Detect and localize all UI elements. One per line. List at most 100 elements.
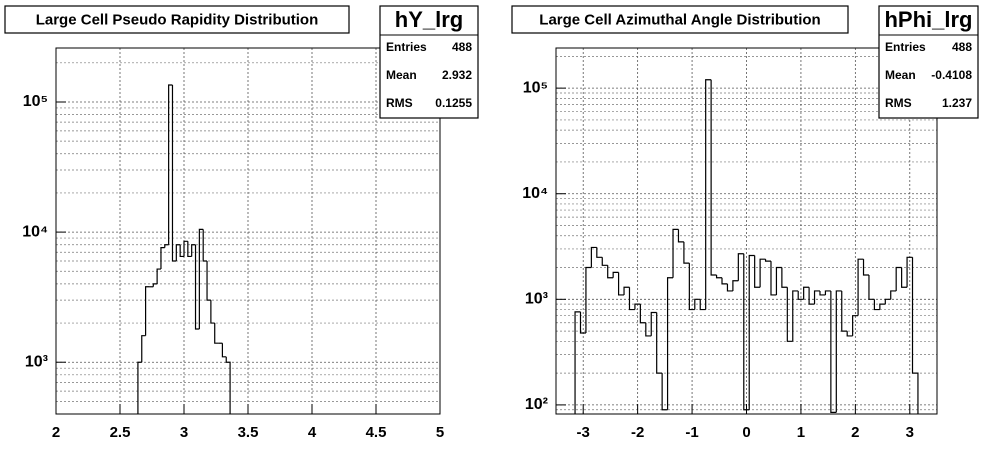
- stats-value: 0.1255: [435, 96, 472, 110]
- histogram-bin: [171, 85, 177, 262]
- x-tick-label: 4.5: [366, 424, 387, 441]
- x-tick-label: -1: [685, 424, 698, 441]
- y-tick-label: 10²: [525, 396, 548, 413]
- histogram-bin: [890, 290, 897, 300]
- histogram-bin: [797, 290, 804, 300]
- histogram-bin: [639, 304, 646, 324]
- histogram-bin: [732, 280, 739, 291]
- histogram-bin: [666, 277, 674, 410]
- histogram-bin: [160, 247, 165, 270]
- histogram-bin: [683, 241, 690, 264]
- x-tick-label: 2.5: [110, 424, 131, 441]
- histogram-bin: [596, 247, 603, 258]
- histogram-bin: [862, 259, 869, 276]
- histogram-bin: [214, 323, 219, 344]
- histogram-bin: [879, 303, 886, 310]
- histogram-bin: [813, 290, 820, 305]
- histogram-bin: [715, 274, 723, 279]
- stats-value: 1.237: [942, 96, 972, 110]
- histogram-bin: [846, 331, 853, 337]
- histogram-bin: [650, 311, 657, 336]
- histogram-bin: [688, 263, 695, 311]
- histogram-bin: [873, 299, 880, 311]
- histogram-bin: [824, 290, 831, 295]
- histogram-bin: [705, 79, 712, 310]
- histogram-bin: [737, 253, 744, 281]
- histogram-bin: [852, 315, 859, 336]
- histogram-bin: [699, 299, 706, 311]
- histogram-bin: [612, 271, 619, 278]
- histogram-bin: [617, 272, 625, 296]
- chart-title: Large Cell Pseudo Rapidity Distribution: [36, 11, 319, 28]
- stats-label: Entries: [885, 40, 926, 54]
- stats-label: Mean: [386, 68, 417, 82]
- stats-box: [878, 5, 979, 119]
- histogram-bin: [857, 258, 864, 316]
- histogram-bin: [156, 268, 161, 284]
- stats-label: Entries: [386, 40, 427, 54]
- x-tick-label: 0: [742, 424, 750, 441]
- stats-name: hY_lrg: [395, 7, 463, 32]
- histogram-bin: [895, 266, 902, 291]
- histogram-bin: [906, 256, 913, 288]
- title-box: [511, 5, 849, 34]
- histogram-bin: [661, 373, 668, 411]
- x-tick-label: 2: [52, 424, 60, 441]
- histogram-bin: [175, 244, 181, 261]
- chart-title: Large Cell Azimuthal Angle Distribution: [539, 11, 820, 28]
- histogram-bin: [164, 244, 169, 248]
- stats-name: hPhi_lrg: [884, 7, 972, 32]
- y-tick-label: 10³: [25, 353, 48, 370]
- histogram-bin: [672, 228, 679, 278]
- histogram-bin: [585, 266, 592, 333]
- histogram-bin: [210, 300, 215, 324]
- histogram-bin: [634, 303, 641, 310]
- histogram-bin: [137, 361, 142, 414]
- histogram-bin: [835, 290, 842, 413]
- stats-value: 488: [952, 40, 972, 54]
- histogram-bin: [808, 287, 815, 305]
- histogram-bin: [206, 260, 211, 301]
- stats-label: RMS: [386, 96, 413, 110]
- histogram-bin: [721, 277, 728, 285]
- histogram-bin: [579, 311, 586, 334]
- histogram-bin: [754, 255, 761, 288]
- x-tick-label: 3: [906, 424, 914, 441]
- stats-label: Mean: [885, 68, 916, 82]
- histogram-bin: [590, 246, 597, 268]
- histogram-bin: [775, 266, 782, 295]
- histogram-bin: [819, 290, 826, 296]
- histogram-bin: [868, 274, 875, 300]
- histogram-bin: [225, 356, 231, 414]
- histogram-bin: [841, 290, 848, 332]
- plot-frame-border: [55, 47, 441, 415]
- histogram-bin: [884, 298, 891, 305]
- histogram-bin: [601, 257, 608, 266]
- stats-value: 488: [452, 40, 472, 54]
- histogram-bin: [803, 286, 810, 300]
- x-tick-label: 4: [308, 424, 317, 441]
- stats-label: RMS: [885, 96, 912, 110]
- x-tick-label: 2: [851, 424, 859, 441]
- y-tick-label: 10⁵: [523, 79, 548, 96]
- histogram-bin: [726, 283, 733, 292]
- histogram-bin: [792, 290, 799, 342]
- histogram: [137, 84, 231, 414]
- histogram-bin: [221, 343, 227, 358]
- x-tick-label: 3: [180, 424, 188, 441]
- x-tick-label: 5: [436, 424, 444, 441]
- histogram-bin: [607, 265, 614, 279]
- histogram-bin: [830, 290, 837, 413]
- x-tick-label: 3.5: [238, 424, 259, 441]
- histogram-bin: [187, 241, 192, 258]
- histogram-bin: [623, 286, 630, 295]
- histogram-bin: [179, 244, 184, 258]
- histogram-bin: [183, 240, 188, 257]
- histogram-bin: [656, 312, 663, 374]
- histogram-bin: [748, 254, 755, 410]
- histogram-bin: [781, 267, 788, 288]
- histogram-bin: [759, 258, 766, 288]
- histogram-bin: [770, 261, 777, 296]
- x-tick-label: -2: [631, 424, 644, 441]
- y-tick-label: 10⁴: [22, 223, 48, 240]
